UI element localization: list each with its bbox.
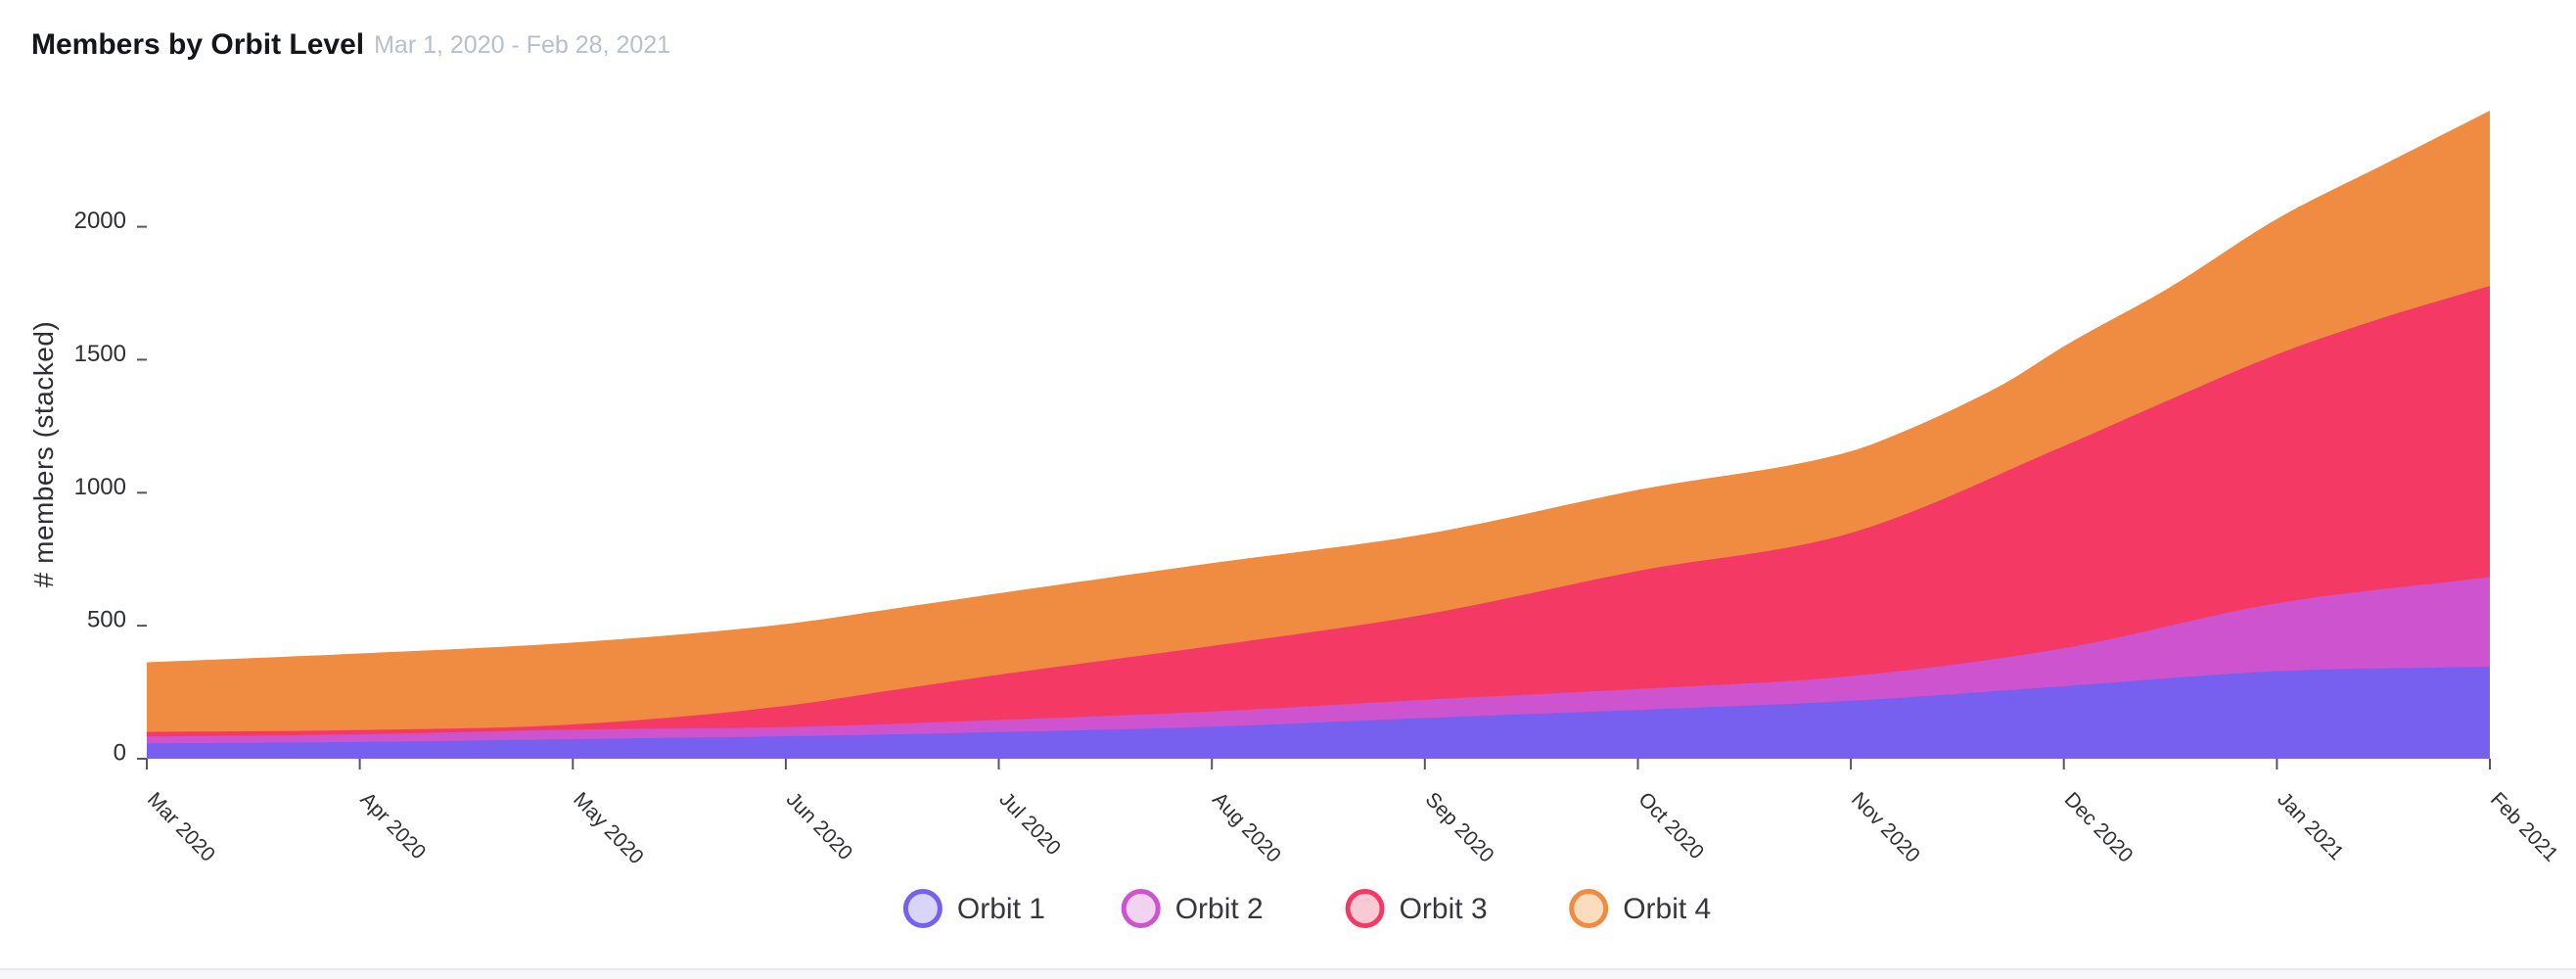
svg-text:# members (stacked): # members (stacked) xyxy=(28,321,59,587)
svg-text:1500: 1500 xyxy=(74,341,126,367)
svg-text:Orbit 2: Orbit 2 xyxy=(1175,893,1264,925)
svg-text:Sep 2020: Sep 2020 xyxy=(1421,788,1498,867)
svg-text:Aug 2020: Aug 2020 xyxy=(1208,788,1285,867)
svg-text:Orbit 3: Orbit 3 xyxy=(1400,893,1488,925)
svg-text:Dec 2020: Dec 2020 xyxy=(2060,788,2138,867)
svg-text:Jul 2020: Jul 2020 xyxy=(994,788,1065,860)
svg-text:Feb 2021: Feb 2021 xyxy=(2486,788,2562,866)
svg-text:Orbit 1: Orbit 1 xyxy=(957,893,1045,925)
svg-text:1000: 1000 xyxy=(74,474,126,500)
svg-text:2000: 2000 xyxy=(74,208,126,234)
svg-text:Oct 2020: Oct 2020 xyxy=(1633,788,1708,863)
svg-text:500: 500 xyxy=(87,607,126,633)
svg-text:Apr 2020: Apr 2020 xyxy=(356,788,431,863)
svg-text:Orbit 4: Orbit 4 xyxy=(1623,893,1711,925)
svg-text:Jan 2021: Jan 2021 xyxy=(2273,788,2348,864)
svg-text:Jun 2020: Jun 2020 xyxy=(782,788,857,864)
svg-text:Nov 2020: Nov 2020 xyxy=(1847,788,1924,867)
svg-text:0: 0 xyxy=(114,740,126,767)
svg-text:Mar 2020: Mar 2020 xyxy=(143,788,219,866)
svg-text:May 2020: May 2020 xyxy=(569,788,648,868)
